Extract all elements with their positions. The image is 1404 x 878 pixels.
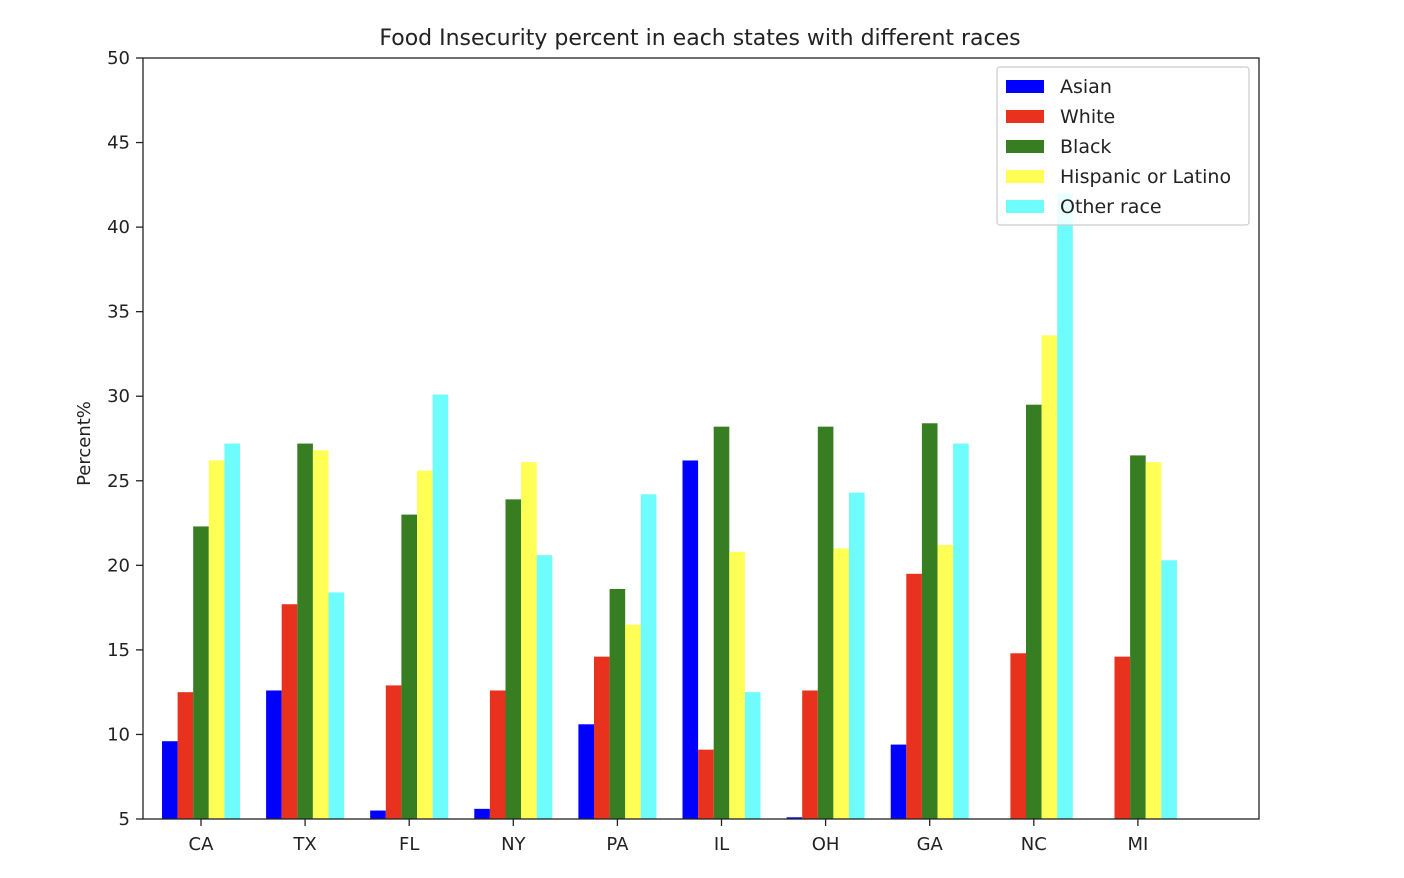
bar-tx-black — [297, 443, 313, 819]
bar-oh-black — [817, 426, 834, 819]
bar-oh-hispanic-or-latino — [833, 548, 849, 819]
y-axis-label: Percent% — [74, 401, 95, 486]
bar-fl-white — [385, 685, 402, 819]
bar-ca-hispanic-or-latino — [208, 460, 225, 819]
bar-il-black — [713, 426, 730, 819]
bar-il-other-race — [744, 692, 761, 819]
bar-ga-other-race — [953, 443, 969, 819]
y-tick-label: 45 — [107, 133, 130, 154]
legend-label: Black — [1060, 136, 1111, 158]
bar-tx-hispanic-or-latino — [312, 450, 329, 819]
bar-ca-white — [177, 692, 194, 819]
bar-oh-asian — [786, 817, 803, 819]
bar-ny-asian — [474, 808, 490, 819]
x-tick-label: CA — [189, 834, 215, 855]
legend-label: Other race — [1060, 196, 1162, 218]
bar-pa-other-race — [640, 494, 657, 819]
bar-ga-asian — [890, 744, 907, 819]
legend-label: Hispanic or Latino — [1060, 166, 1231, 188]
y-tick-label: 5 — [119, 809, 130, 830]
y-tick-label: 30 — [107, 386, 130, 407]
axes-layer: 5 10 15 20 25 30 35 40 45 50 CA TX FL NY PA IL OH GA NC MI — [107, 48, 1260, 855]
bar-il-white — [698, 749, 714, 819]
x-tick-label: OH — [812, 834, 840, 855]
bar-nc-black — [1026, 404, 1042, 819]
legend-swatch — [1006, 80, 1044, 93]
bar-ny-hispanic-or-latino — [521, 462, 537, 819]
legend-label: White — [1060, 106, 1115, 128]
bar-fl-asian — [370, 810, 386, 819]
bar-ca-other-race — [224, 443, 240, 819]
chart-title: Food Insecurity percent in each states w… — [379, 26, 1020, 51]
y-tick-label: 15 — [107, 640, 130, 661]
bar-ny-black — [505, 499, 522, 819]
plot-frame — [142, 57, 1260, 820]
bar-ca-black — [193, 526, 209, 819]
bar-mi-white — [1114, 656, 1131, 819]
bar-pa-white — [594, 656, 610, 819]
bar-ca-asian — [162, 741, 178, 819]
legend-swatch — [1006, 110, 1044, 123]
y-tick-label: 35 — [107, 302, 130, 323]
legend-swatch — [1006, 200, 1044, 213]
bar-pa-hispanic-or-latino — [625, 624, 641, 819]
legend-box — [996, 66, 1250, 226]
bar-ny-white — [489, 690, 506, 819]
x-tick-label: PA — [606, 834, 629, 855]
x-tick-label: IL — [714, 834, 729, 855]
bar-oh-white — [802, 690, 818, 819]
bar-ga-hispanic-or-latino — [937, 545, 954, 819]
bar-ny-other-race — [536, 555, 553, 819]
bars-layer — [162, 193, 1177, 820]
bar-mi-black — [1130, 455, 1146, 819]
bar-fl-other-race — [432, 394, 449, 819]
bar-tx-other-race — [328, 592, 345, 819]
x-tick-label: FL — [399, 834, 419, 855]
bar-fl-black — [401, 514, 417, 819]
bar-fl-hispanic-or-latino — [417, 470, 433, 819]
x-tick-label: NC — [1021, 834, 1047, 855]
bar-pa-black — [609, 589, 626, 819]
y-tick-label: 20 — [107, 555, 130, 576]
bar-nc-hispanic-or-latino — [1041, 335, 1058, 819]
bar-nc-other-race — [1057, 193, 1073, 820]
bar-tx-white — [281, 604, 298, 819]
bar-mi-other-race — [1161, 560, 1177, 819]
bar-ga-white — [906, 573, 922, 819]
bar-ga-black — [921, 423, 938, 819]
y-tick-label: 10 — [107, 724, 130, 745]
x-tick-label: MI — [1127, 834, 1148, 855]
bar-il-asian — [682, 460, 699, 819]
bar-mi-hispanic-or-latino — [1145, 462, 1162, 819]
y-tick-label: 50 — [107, 48, 130, 69]
bar-pa-asian — [578, 724, 594, 819]
legend-label: Asian — [1060, 76, 1112, 98]
bar-tx-asian — [266, 690, 282, 819]
bar-il-hispanic-or-latino — [729, 551, 745, 819]
x-tick-label: GA — [917, 834, 944, 855]
bar-nc-white — [1010, 653, 1026, 819]
legend-swatch — [1006, 140, 1044, 153]
x-tick-label: TX — [292, 834, 316, 855]
y-tick-label: 25 — [107, 471, 130, 492]
y-tick-label: 40 — [107, 217, 130, 238]
legend: Asian White Black Hispanic or Latino Other r… — [996, 66, 1250, 226]
x-tick-label: NY — [501, 834, 526, 855]
legend-swatch — [1006, 170, 1044, 183]
bar-oh-other-race — [849, 492, 865, 819]
